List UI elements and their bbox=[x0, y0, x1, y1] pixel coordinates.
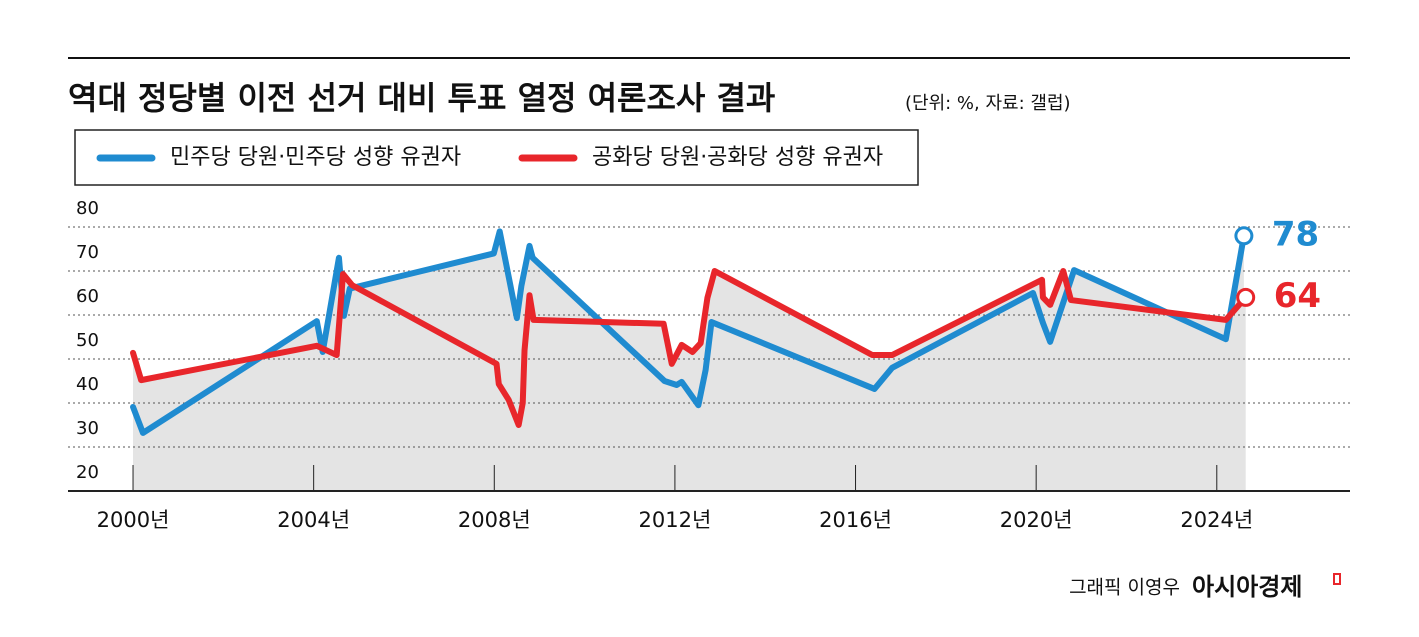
chart-subtitle: (단위: %, 자료: 갤럽) bbox=[905, 93, 1071, 114]
x-tick-label: 2000년 bbox=[97, 508, 170, 532]
x-tick-label: 2016년 bbox=[819, 508, 892, 532]
y-tick-label: 50 bbox=[76, 330, 99, 351]
x-tick-label: 2024년 bbox=[1180, 508, 1253, 532]
y-tick-label: 30 bbox=[76, 418, 99, 439]
legend-label: 공화당 당원·공화당 성향 유권자 bbox=[592, 145, 883, 170]
legend-box bbox=[74, 129, 919, 186]
x-tick-label: 2020년 bbox=[1000, 508, 1073, 532]
end-marker bbox=[1234, 226, 1254, 246]
brand-mark bbox=[1333, 573, 1341, 585]
brand: 아시아경제 bbox=[1192, 573, 1302, 601]
y-tick-label: 80 bbox=[76, 198, 99, 219]
y-tick-label: 60 bbox=[76, 286, 99, 307]
x-tick-label: 2004년 bbox=[277, 508, 350, 532]
y-tick-label: 70 bbox=[76, 242, 99, 263]
chart-title: 역대 정당별 이전 선거 대비 투표 열정 여론조사 결과 bbox=[68, 79, 775, 117]
legend-label: 민주당 당원·민주당 성향 유권자 bbox=[170, 145, 461, 170]
y-tick-label: 40 bbox=[76, 374, 99, 395]
end-marker bbox=[1236, 287, 1256, 307]
series-line bbox=[130, 268, 1249, 428]
x-tick-label: 2008년 bbox=[458, 508, 531, 532]
credit: 그래픽 이영우 bbox=[1069, 577, 1180, 599]
y-tick-label: 20 bbox=[76, 462, 99, 483]
end-label: 78 bbox=[1272, 214, 1319, 254]
end-label: 64 bbox=[1274, 276, 1321, 316]
x-tick-label: 2012년 bbox=[639, 508, 712, 532]
